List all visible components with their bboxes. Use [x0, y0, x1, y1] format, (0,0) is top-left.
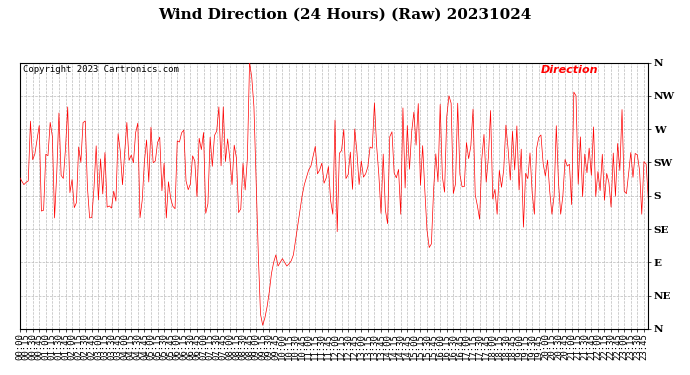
- Text: Direction: Direction: [540, 65, 598, 75]
- Text: Wind Direction (24 Hours) (Raw) 20231024: Wind Direction (24 Hours) (Raw) 20231024: [158, 8, 532, 21]
- Text: Copyright 2023 Cartronics.com: Copyright 2023 Cartronics.com: [23, 65, 179, 74]
